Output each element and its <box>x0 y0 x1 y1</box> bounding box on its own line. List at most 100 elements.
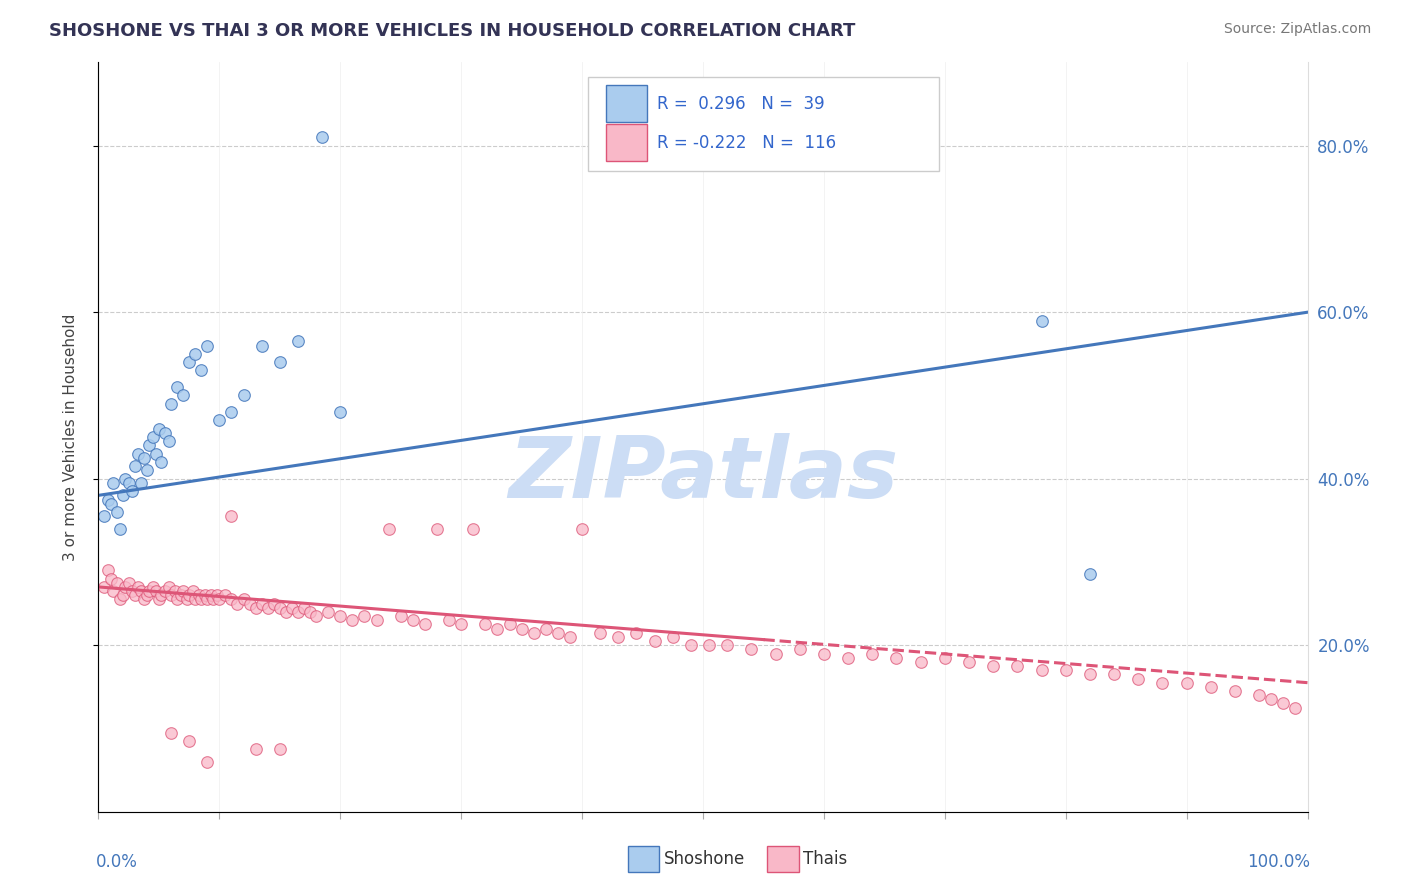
Point <box>765 647 787 661</box>
Point <box>269 742 291 756</box>
Point <box>150 588 173 602</box>
Point <box>127 447 149 461</box>
Point <box>172 584 194 599</box>
Point <box>789 642 811 657</box>
Text: SHOSHONE VS THAI 3 OR MORE VEHICLES IN HOUSEHOLD CORRELATION CHART: SHOSHONE VS THAI 3 OR MORE VEHICLES IN H… <box>49 22 856 40</box>
Point <box>571 522 593 536</box>
Point <box>97 563 120 577</box>
FancyBboxPatch shape <box>768 847 799 871</box>
Point <box>498 617 520 632</box>
Point <box>644 634 666 648</box>
Point <box>114 580 136 594</box>
Point <box>263 597 285 611</box>
Point <box>138 438 160 452</box>
Point <box>547 625 569 640</box>
Point <box>813 647 835 661</box>
Point <box>160 725 183 739</box>
Point <box>179 355 201 369</box>
Text: R = -0.222   N =  116: R = -0.222 N = 116 <box>657 134 837 152</box>
Point <box>135 588 157 602</box>
Y-axis label: 3 or more Vehicles in Household: 3 or more Vehicles in Household <box>63 313 77 561</box>
Point <box>886 650 908 665</box>
Point <box>558 630 581 644</box>
Point <box>184 347 207 361</box>
Point <box>114 472 136 486</box>
Point <box>93 580 115 594</box>
Point <box>179 734 201 748</box>
Point <box>740 642 762 657</box>
Point <box>860 647 883 661</box>
Point <box>426 522 449 536</box>
Point <box>366 613 388 627</box>
Point <box>129 584 152 599</box>
Point <box>153 425 176 440</box>
Point <box>195 755 218 769</box>
Point <box>187 588 209 602</box>
Point <box>221 405 243 419</box>
Point <box>145 447 167 461</box>
Point <box>172 388 194 402</box>
Text: Source: ZipAtlas.com: Source: ZipAtlas.com <box>1223 22 1371 37</box>
Text: 0.0%: 0.0% <box>96 853 138 871</box>
Point <box>148 592 170 607</box>
Point <box>179 588 201 602</box>
Point <box>97 492 120 507</box>
Text: Thais: Thais <box>803 850 848 868</box>
Point <box>402 613 425 627</box>
Point <box>208 592 231 607</box>
Point <box>1223 684 1246 698</box>
Point <box>589 625 612 640</box>
Point <box>142 580 165 594</box>
Point <box>118 475 141 490</box>
Point <box>510 622 533 636</box>
Point <box>661 630 683 644</box>
Point <box>389 609 412 624</box>
Point <box>305 609 328 624</box>
Point <box>837 650 859 665</box>
Point <box>353 609 375 624</box>
Point <box>163 584 186 599</box>
Point <box>1007 659 1029 673</box>
Point <box>194 588 217 602</box>
Point <box>134 592 156 607</box>
Point <box>1272 697 1295 711</box>
FancyBboxPatch shape <box>606 124 647 161</box>
Point <box>1152 675 1174 690</box>
Point <box>329 609 352 624</box>
Point <box>463 522 485 536</box>
Point <box>124 588 146 602</box>
Point <box>245 742 267 756</box>
Point <box>121 484 143 499</box>
Point <box>981 659 1004 673</box>
Point <box>160 397 183 411</box>
Point <box>250 597 273 611</box>
Point <box>697 638 720 652</box>
FancyBboxPatch shape <box>606 86 647 122</box>
Point <box>1199 680 1222 694</box>
Point <box>1260 692 1282 706</box>
Point <box>910 655 932 669</box>
Point <box>205 588 228 602</box>
Point <box>232 388 254 402</box>
Point <box>124 459 146 474</box>
Point <box>607 630 630 644</box>
Text: ZIPatlas: ZIPatlas <box>508 433 898 516</box>
Point <box>157 434 180 449</box>
Point <box>1284 700 1306 714</box>
Point <box>269 355 291 369</box>
Point <box>200 588 222 602</box>
Point <box>626 625 648 640</box>
Point <box>121 584 143 599</box>
Point <box>299 605 322 619</box>
Point <box>450 617 472 632</box>
Point <box>108 592 131 607</box>
Point <box>176 592 198 607</box>
Text: R =  0.296   N =  39: R = 0.296 N = 39 <box>657 95 825 112</box>
Point <box>208 413 231 427</box>
Point <box>190 592 212 607</box>
Point <box>101 584 124 599</box>
Point <box>202 592 225 607</box>
Point <box>245 600 267 615</box>
Point <box>329 405 352 419</box>
Point <box>239 597 262 611</box>
